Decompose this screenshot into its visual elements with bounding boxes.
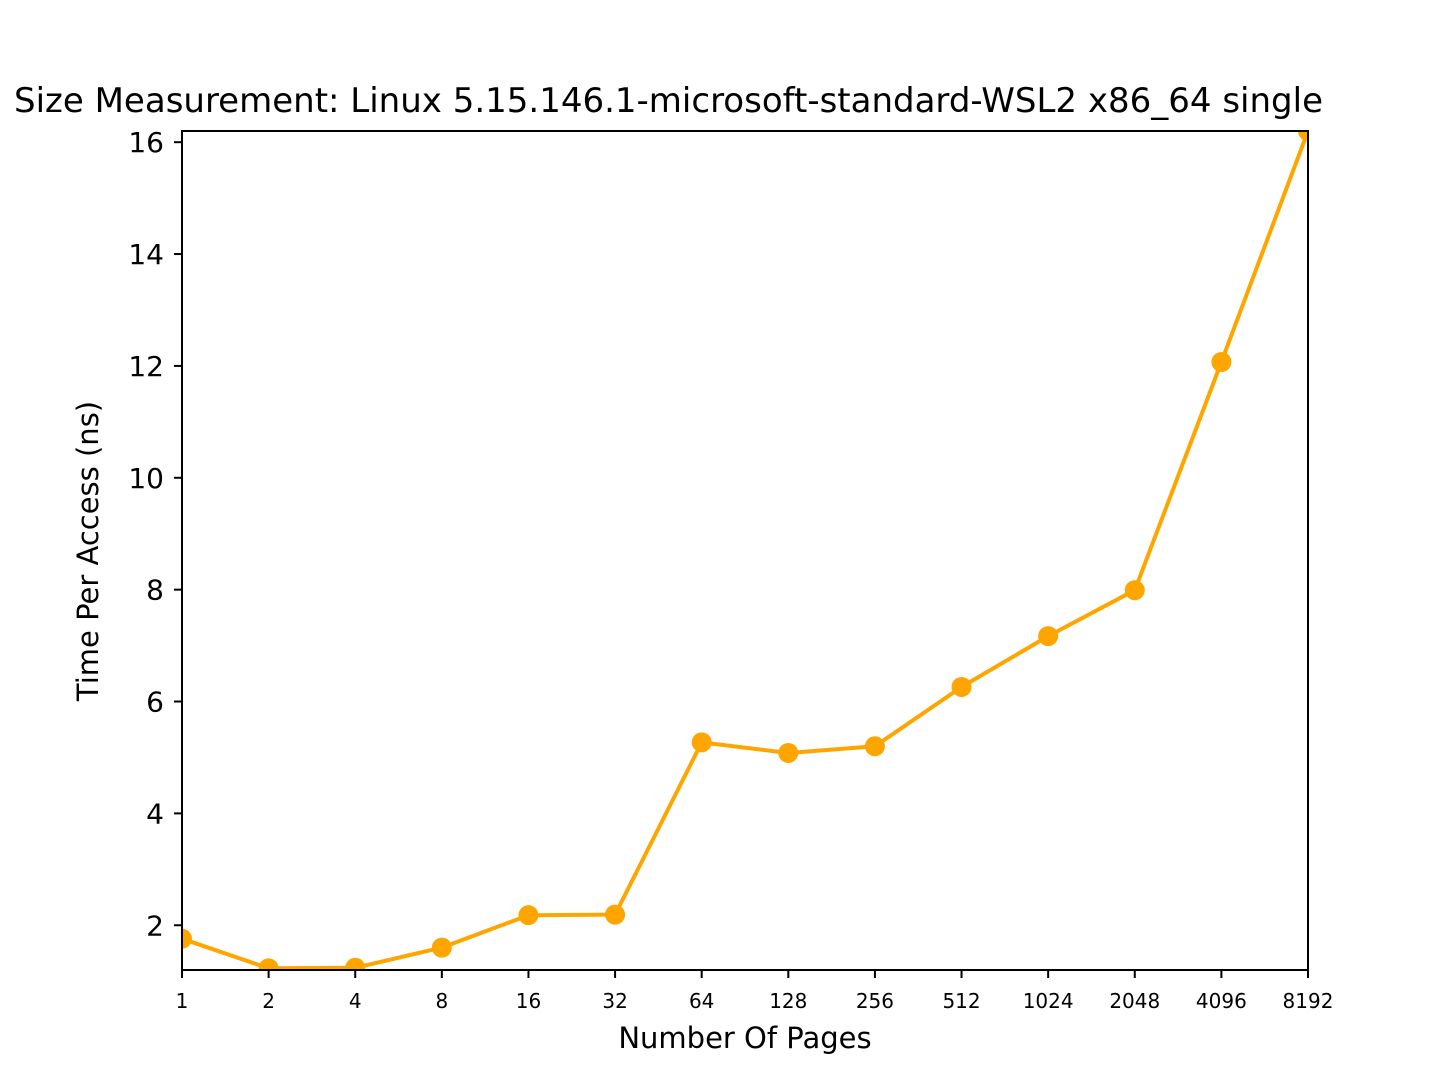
x-tick-label: 16	[516, 989, 541, 1013]
y-tick-label: 10	[128, 462, 164, 495]
data-series	[182, 131, 1308, 970]
y-tick-label: 12	[128, 350, 164, 383]
x-tick-label: 8	[435, 989, 448, 1013]
x-tick-label: 512	[942, 989, 980, 1013]
x-axis-label: Number Of Pages	[618, 1021, 871, 1055]
data-point	[778, 742, 799, 763]
data-point	[431, 937, 452, 958]
x-axis: 1 2 4 8 16 32 64 128 256 512 1024 2048 4096 8192	[176, 970, 1334, 1013]
y-tick-label: 8	[146, 574, 164, 607]
data-point	[518, 905, 539, 926]
y-axis: 2 4 6 8 10 12 14 16	[128, 126, 182, 942]
y-tick-label: 6	[146, 686, 164, 719]
x-tick-label: 1024	[1023, 989, 1074, 1013]
x-tick-label: 64	[689, 989, 714, 1013]
data-point	[605, 904, 626, 925]
y-axis-label: Time Per Access (ns)	[71, 401, 105, 702]
data-point	[258, 958, 279, 970]
series-line	[182, 131, 1308, 970]
x-tick-label: 8192	[1283, 989, 1334, 1013]
y-tick-label: 2	[146, 909, 164, 942]
x-tick-label: 4	[349, 989, 362, 1013]
y-tick-label: 14	[128, 238, 164, 271]
chart-title: Size Measurement: Linux 5.15.146.1-micro…	[14, 81, 1323, 121]
data-point	[691, 732, 712, 753]
x-tick-label: 32	[602, 989, 627, 1013]
x-tick-label: 2048	[1109, 989, 1160, 1013]
plot-area	[181, 130, 1309, 971]
y-tick-label: 4	[146, 797, 164, 830]
y-tick-label: 16	[128, 126, 164, 159]
data-point	[1038, 626, 1059, 647]
data-point	[864, 736, 885, 757]
data-point	[951, 676, 972, 697]
plot-frame	[181, 130, 1309, 971]
data-point	[1124, 580, 1145, 601]
x-tick-label: 2	[262, 989, 275, 1013]
data-point	[1211, 352, 1232, 373]
data-point	[1298, 131, 1308, 141]
data-point	[182, 928, 192, 949]
x-tick-label: 128	[769, 989, 807, 1013]
x-tick-label: 1	[176, 989, 189, 1013]
x-tick-label: 4096	[1196, 989, 1247, 1013]
x-tick-label: 256	[856, 989, 894, 1013]
data-point	[345, 957, 366, 970]
